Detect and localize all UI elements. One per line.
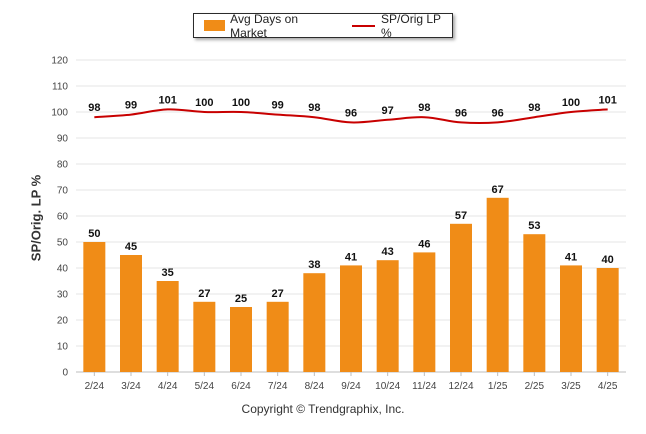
y-tick-label: 20 <box>57 316 69 327</box>
legend-item-avg-days[interactable]: Avg Days on Market <box>204 12 334 40</box>
bar <box>340 265 362 372</box>
bar <box>560 265 582 372</box>
x-tick-label: 8/24 <box>305 381 325 392</box>
legend-line-swatch <box>351 24 376 27</box>
bar-data-label: 46 <box>418 238 430 250</box>
bar <box>596 268 619 372</box>
legend-bar-label: Avg Days on Market <box>230 11 298 40</box>
line-data-label: 101 <box>598 94 616 106</box>
bar <box>156 281 179 372</box>
bar-data-label: 35 <box>162 267 174 279</box>
sp-orig-lp-line <box>94 108 608 125</box>
x-tick-label: 5/24 <box>195 381 215 392</box>
y-tick-label: 30 <box>57 290 69 301</box>
legend-item-sp-orig[interactable]: SP/Orig LP % <box>351 11 452 40</box>
bar-data-label: 57 <box>455 210 467 222</box>
y-tick-label: 110 <box>52 82 68 93</box>
x-tick-label: 9/24 <box>341 381 361 392</box>
legend: Avg Days on Market SP/Orig LP % <box>193 11 453 40</box>
y-tick-label: 120 <box>51 56 68 67</box>
x-tick-label: 10/24 <box>375 381 400 392</box>
x-tick-label: 4/25 <box>598 381 618 392</box>
line-data-label: 100 <box>195 97 213 109</box>
x-tick-label: 7/24 <box>268 381 288 392</box>
bar <box>266 301 289 372</box>
bar <box>193 301 216 372</box>
bar-data-label: 25 <box>235 293 247 305</box>
y-tick-label: 40 <box>57 264 69 275</box>
bar <box>230 307 252 372</box>
bar <box>450 223 472 372</box>
bar-data-label: 67 <box>492 184 504 196</box>
y-tick-label: 80 <box>57 160 69 171</box>
y-tick-label: 50 <box>57 238 69 249</box>
copyright-footer: Copyright © Trendgraphix, Inc. <box>241 402 405 416</box>
bar-data-label: 41 <box>565 251 577 263</box>
bar <box>413 252 436 372</box>
x-tick-label: 6/24 <box>231 381 251 392</box>
bar-data-label: 41 <box>345 251 357 263</box>
bar <box>486 197 509 372</box>
x-tick-label: 3/25 <box>561 381 581 392</box>
bar-data-label: 40 <box>602 254 614 266</box>
y-tick-label: 100 <box>51 108 68 119</box>
line-data-label: 96 <box>345 107 357 119</box>
line-data-label: 96 <box>455 107 467 119</box>
y-tick-label: 0 <box>62 368 68 379</box>
bar <box>303 273 326 372</box>
x-tick-label: 11/24 <box>412 381 437 392</box>
bar-data-label: 43 <box>382 246 394 258</box>
bar-data-label: 45 <box>125 241 137 253</box>
bar <box>83 242 106 372</box>
bar-data-label: 27 <box>272 288 284 300</box>
bar-data-label: 27 <box>198 288 210 300</box>
bar <box>376 260 399 372</box>
line-data-label: 98 <box>528 102 540 114</box>
y-tick-label: 70 <box>57 186 69 197</box>
bar-data-label: 53 <box>528 220 540 232</box>
line-data-label: 98 <box>418 102 430 114</box>
line-data-label: 98 <box>88 102 100 114</box>
line-data-label: 101 <box>158 94 176 106</box>
x-tick-label: 1/25 <box>488 381 508 392</box>
line-data-label: 100 <box>232 97 250 109</box>
x-tick-label: 12/24 <box>448 381 473 392</box>
x-tick-label: 3/24 <box>121 381 141 392</box>
line-data-label: 96 <box>492 107 504 119</box>
line-data-label: 97 <box>382 105 394 117</box>
y-tick-label: 10 <box>57 342 69 353</box>
legend-bar-swatch <box>204 20 226 31</box>
line-data-label: 99 <box>272 100 284 112</box>
bar <box>120 255 142 372</box>
legend-line-label: SP/Orig LP % <box>381 11 441 40</box>
line-data-label: 100 <box>562 97 580 109</box>
y-tick-label: 90 <box>57 134 69 145</box>
bar-data-label: 38 <box>308 259 320 271</box>
x-tick-label: 4/24 <box>158 381 178 392</box>
line-data-label: 99 <box>125 100 137 112</box>
x-tick-label: 2/25 <box>525 381 545 392</box>
line-data-label: 98 <box>308 102 320 114</box>
x-tick-label: 2/24 <box>85 381 105 392</box>
bar-data-label: 50 <box>88 228 100 240</box>
y-tick-label: 60 <box>57 212 69 223</box>
bar <box>523 234 546 372</box>
